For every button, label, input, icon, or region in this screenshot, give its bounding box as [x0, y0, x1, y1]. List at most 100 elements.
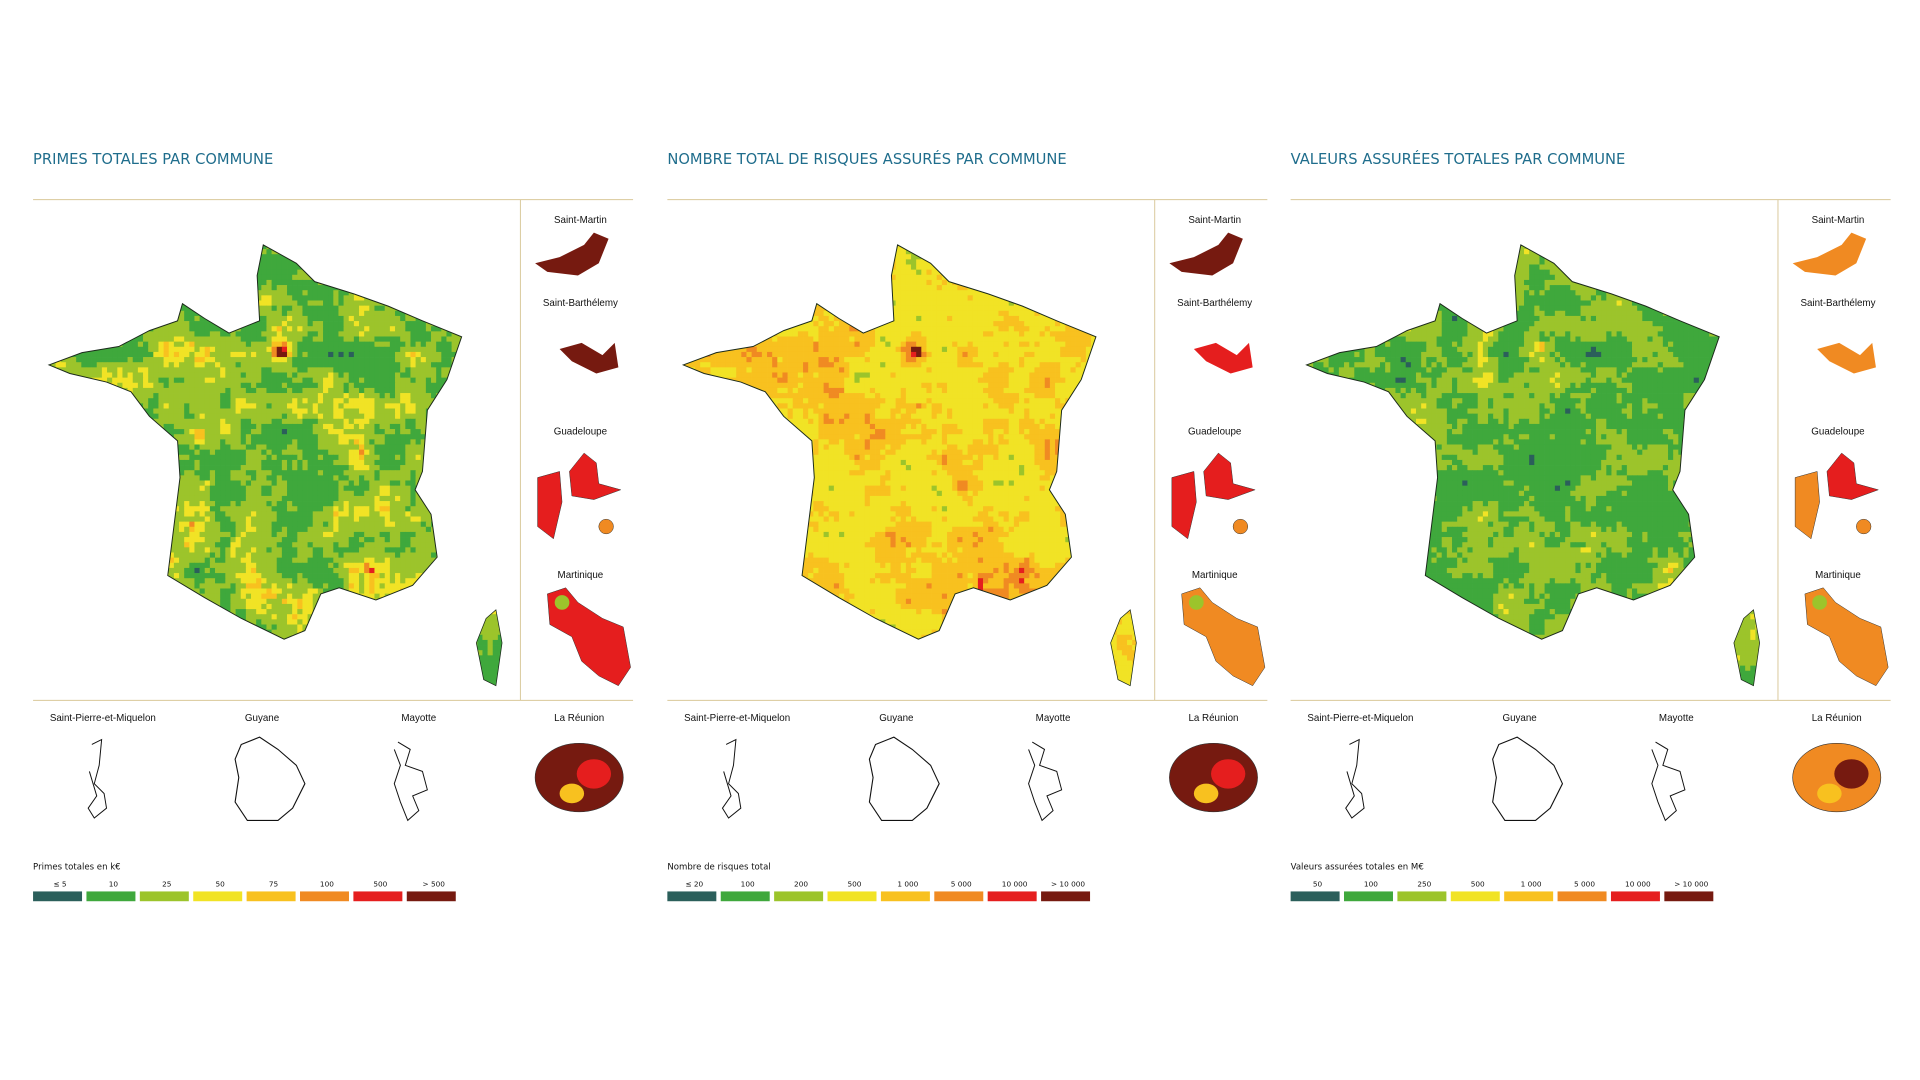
commune-cell [328, 264, 334, 271]
commune-cell [271, 403, 278, 409]
commune-cell [461, 254, 468, 260]
commune-cell [266, 326, 272, 332]
commune-cell [400, 285, 406, 291]
commune-cell [209, 279, 216, 286]
commune-cell [297, 305, 303, 312]
commune-cell [194, 459, 200, 466]
commune-cell [400, 475, 406, 481]
commune-cell [245, 367, 252, 373]
commune-cell [261, 501, 267, 507]
commune-cell [143, 434, 149, 440]
commune-cell [209, 290, 216, 296]
commune-cell [446, 269, 452, 276]
commune-cell [81, 485, 87, 492]
commune-cell [55, 511, 62, 517]
commune-cell [348, 295, 355, 301]
commune-cell [189, 326, 195, 332]
commune-cell [405, 501, 411, 507]
commune-cell [48, 418, 51, 425]
commune-cell [266, 465, 272, 471]
commune-cell [122, 511, 128, 517]
commune-cell [323, 459, 329, 466]
commune-cell [55, 295, 62, 301]
commune-cell [220, 321, 226, 327]
commune-cell [127, 449, 134, 456]
commune-cell [431, 326, 437, 332]
commune-cell [307, 418, 314, 425]
commune-cell [76, 408, 82, 415]
commune-cell [71, 459, 77, 466]
commune-cell [240, 495, 247, 502]
commune-cell [395, 480, 401, 487]
commune-cell [199, 295, 206, 301]
commune-cell [379, 351, 386, 358]
commune-cell [86, 336, 92, 343]
commune-cell [353, 434, 360, 440]
commune-cell [153, 480, 159, 487]
commune-cell [374, 398, 380, 404]
commune-cell [467, 444, 473, 451]
commune-cell [112, 300, 118, 307]
commune-cell [497, 300, 503, 307]
commune-cell [101, 475, 108, 481]
commune-cell [71, 393, 77, 399]
commune-cell [209, 305, 216, 312]
commune-cell [65, 367, 72, 373]
commune-cell [374, 429, 380, 435]
commune-cell [81, 264, 87, 271]
commune-cell [492, 506, 499, 512]
commune-cell [163, 315, 170, 322]
commune-cell [261, 485, 267, 492]
commune-cell [451, 439, 458, 445]
commune-cell [420, 351, 427, 358]
commune-cell [431, 310, 437, 317]
commune-cell [143, 485, 149, 492]
commune-cell [323, 393, 329, 399]
commune-cell [369, 264, 375, 271]
commune-cell [374, 351, 380, 358]
commune-cell [71, 495, 77, 502]
commune-cell [184, 331, 190, 337]
commune-cell [364, 465, 370, 471]
commune-cell [266, 480, 272, 487]
commune-cell [425, 470, 432, 476]
commune-cell [384, 377, 391, 384]
commune-cell [477, 321, 483, 327]
commune-cell [287, 310, 293, 317]
commune-cell [48, 475, 51, 481]
commune-cell [86, 403, 92, 409]
commune-cell [359, 357, 365, 363]
commune-cell [251, 331, 257, 337]
commune-cell [415, 244, 422, 250]
commune-cell [271, 485, 278, 492]
commune-cell [477, 506, 483, 512]
commune-cell [96, 310, 103, 317]
commune-cell [328, 244, 334, 250]
commune-cell [184, 387, 190, 394]
commune-cell [379, 429, 386, 435]
commune-cell [461, 315, 468, 322]
commune-cell [307, 331, 314, 337]
commune-cell [467, 490, 473, 497]
commune-cell [276, 367, 283, 373]
commune-cell [55, 362, 62, 368]
commune-cell [497, 254, 503, 260]
commune-cell [220, 310, 226, 317]
commune-cell [348, 501, 355, 507]
commune-cell [122, 449, 128, 456]
commune-cell [127, 274, 134, 281]
commune-cell [467, 274, 473, 281]
commune-cell [384, 465, 391, 471]
commune-cell [302, 382, 308, 389]
commune-cell [297, 393, 303, 399]
commune-cell [302, 398, 308, 404]
commune-cell [374, 387, 380, 394]
commune-cell [266, 485, 272, 492]
commune-cell [261, 516, 267, 523]
commune-cell [461, 439, 468, 445]
commune-cell [230, 501, 236, 507]
commune-cell [91, 511, 98, 517]
commune-cell [81, 239, 87, 245]
commune-cell [287, 372, 293, 379]
commune-cell [338, 501, 344, 507]
